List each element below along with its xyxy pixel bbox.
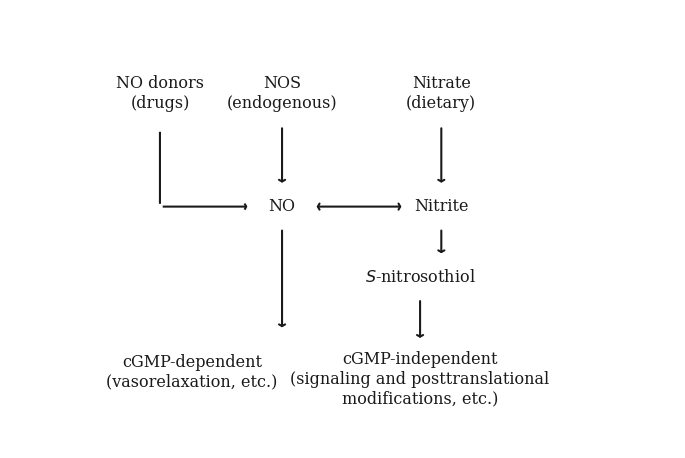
- Text: Nitrite: Nitrite: [414, 198, 469, 215]
- Text: NO donors
(drugs): NO donors (drugs): [116, 76, 204, 112]
- Text: Nitrate
(dietary): Nitrate (dietary): [406, 76, 476, 112]
- Text: cGMP-independent
(signaling and posttranslational
modifications, etc.): cGMP-independent (signaling and posttran…: [290, 351, 549, 408]
- Text: NOS
(endogenous): NOS (endogenous): [227, 76, 337, 112]
- Text: cGMP-dependent
(vasorelaxation, etc.): cGMP-dependent (vasorelaxation, etc.): [106, 354, 277, 391]
- Text: $S$-nitrosothiol: $S$-nitrosothiol: [364, 269, 475, 286]
- Text: NO: NO: [269, 198, 295, 215]
